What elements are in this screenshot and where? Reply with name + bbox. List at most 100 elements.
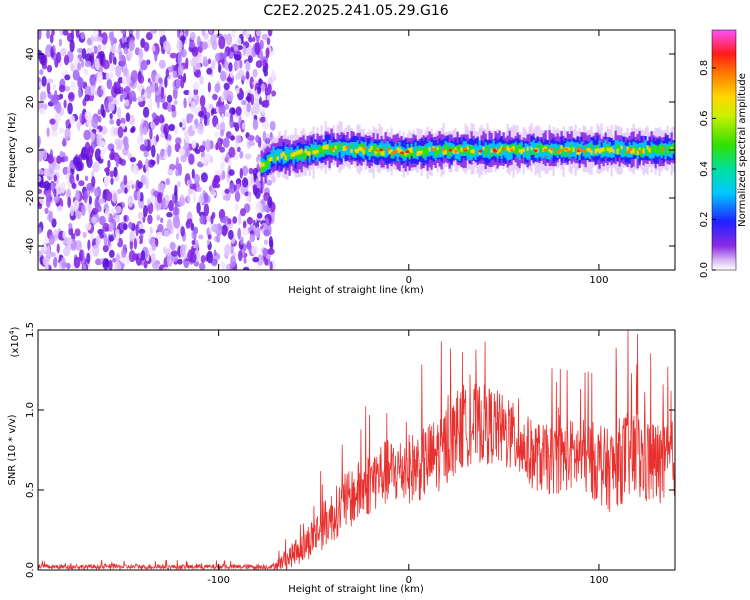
noise-speck xyxy=(143,139,148,147)
noise-speck xyxy=(39,69,44,76)
snr-frame xyxy=(37,329,676,571)
noise-speck xyxy=(66,262,71,270)
noise-speck xyxy=(267,196,273,209)
noise-speck xyxy=(95,128,100,136)
noise-speck xyxy=(167,102,172,113)
noise-speck xyxy=(217,137,223,150)
noise-speck xyxy=(135,30,140,40)
noise-speck xyxy=(266,94,273,101)
noise-speck xyxy=(228,158,232,168)
noise-speck xyxy=(96,88,104,97)
noise-speck xyxy=(198,195,205,205)
noise-speck xyxy=(62,230,67,240)
signal-cell xyxy=(616,148,619,154)
signal-cell xyxy=(614,140,617,155)
noise-speck xyxy=(137,74,145,84)
signal-cell xyxy=(602,147,605,152)
signal-cell xyxy=(596,144,599,151)
signal-cell xyxy=(572,147,575,152)
noise-speck xyxy=(84,60,92,68)
noise-speck xyxy=(44,50,52,56)
noise-speck xyxy=(102,244,109,253)
noise-speck xyxy=(167,144,172,158)
noise-speck xyxy=(131,164,139,175)
signal-cell xyxy=(508,148,511,153)
signal-cell xyxy=(654,144,657,153)
signal-cell xyxy=(612,149,615,153)
snr-panel: -100 0 100 0.0 0.5 1.0 1.5 Height of straight… xyxy=(7,322,676,595)
signal-cell xyxy=(498,148,501,153)
noise-speck xyxy=(249,76,255,90)
signal-cell xyxy=(580,141,583,154)
signal-cell xyxy=(554,147,557,156)
noise-speck xyxy=(38,149,44,162)
signal-cell xyxy=(600,148,603,153)
noise-speck xyxy=(246,102,251,113)
noise-speck xyxy=(222,137,230,148)
signal-peak xyxy=(362,146,367,150)
snr-plot-area xyxy=(38,330,675,570)
noise-speck xyxy=(137,160,143,169)
noise-speck xyxy=(51,30,55,37)
spectrogram-y-tick-label: -40 xyxy=(25,238,36,254)
noise-speck xyxy=(46,127,50,138)
noise-speck xyxy=(169,241,176,251)
signal-peak xyxy=(638,149,642,153)
signal-cell xyxy=(600,147,603,158)
noise-speck xyxy=(70,81,76,91)
noise-speck xyxy=(176,180,181,188)
noise-speck xyxy=(223,82,230,91)
signal-peak xyxy=(582,149,586,153)
signal-cell xyxy=(576,149,579,155)
noise-speck xyxy=(137,211,144,220)
noise-speck xyxy=(150,252,156,266)
noise-speck xyxy=(211,59,216,70)
noise-speck xyxy=(255,60,263,68)
noise-speck xyxy=(207,82,211,93)
noise-speck xyxy=(184,132,190,143)
noise-speck xyxy=(74,228,81,237)
signal-cell xyxy=(568,147,571,153)
noise-speck xyxy=(143,41,150,52)
signal-cell xyxy=(382,150,385,156)
noise-speck xyxy=(125,112,131,122)
noise-speck xyxy=(147,214,153,225)
snr-y-tick-label: 1.5 xyxy=(25,322,36,338)
signal-cell xyxy=(444,149,447,155)
signal-cell xyxy=(436,146,439,150)
signal-cell xyxy=(372,145,375,153)
noise-speck xyxy=(233,60,240,70)
noise-speck xyxy=(188,179,192,185)
snr-y-tick-label: 0.0 xyxy=(25,562,36,578)
signal-cell xyxy=(528,145,531,160)
noise-speck xyxy=(67,196,72,208)
signal-cell xyxy=(280,152,283,159)
noise-speck xyxy=(128,48,133,59)
signal-cell xyxy=(424,145,427,154)
noise-speck xyxy=(151,45,156,52)
signal-cell xyxy=(630,148,633,154)
noise-speck xyxy=(81,48,87,60)
noise-speck xyxy=(138,228,146,235)
signal-cell xyxy=(316,150,319,157)
noise-speck xyxy=(242,266,250,270)
signal-cell xyxy=(470,149,473,153)
noise-speck xyxy=(91,207,99,215)
signal-cell xyxy=(316,149,319,154)
colorbar-label: Normalized spectral amplitude xyxy=(737,73,748,227)
signal-cell xyxy=(518,149,521,153)
noise-speck xyxy=(112,96,117,104)
noise-speck xyxy=(205,139,211,152)
noise-speck xyxy=(154,81,158,93)
noise-speck xyxy=(51,130,59,137)
signal-cell xyxy=(416,151,419,156)
noise-speck xyxy=(231,107,236,115)
noise-speck xyxy=(38,136,41,149)
signal-cell xyxy=(598,148,601,154)
signal-cell xyxy=(666,145,669,155)
noise-speck xyxy=(97,228,104,235)
noise-speck xyxy=(128,221,133,229)
noise-speck xyxy=(47,155,55,164)
noise-speck xyxy=(105,191,113,202)
noise-speck xyxy=(140,250,146,261)
